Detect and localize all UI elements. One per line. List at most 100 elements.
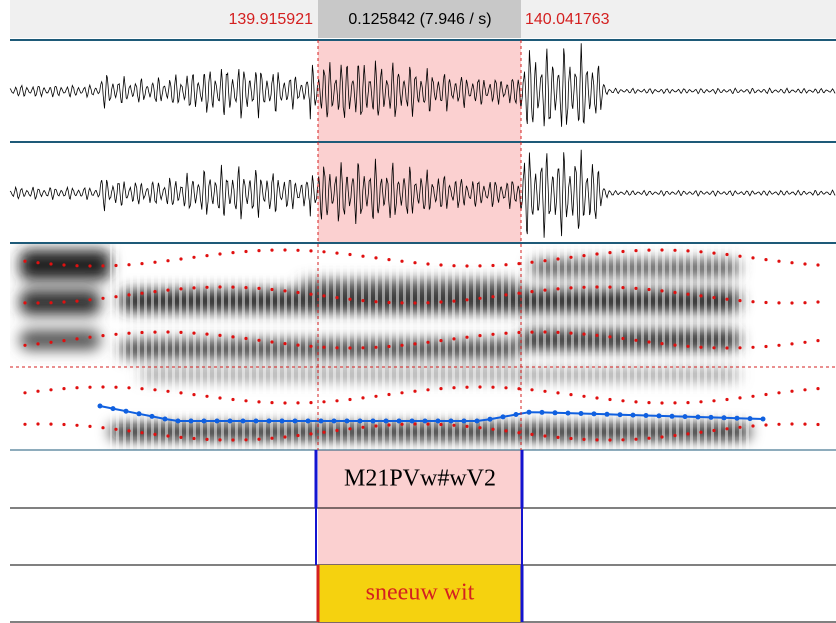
pitch-point bbox=[565, 410, 571, 416]
pitch-point bbox=[747, 416, 753, 422]
formant-dot bbox=[36, 389, 40, 393]
formant-dot bbox=[348, 397, 352, 402]
formant-dot bbox=[322, 430, 326, 434]
formant-dot bbox=[517, 387, 521, 391]
formant-dot bbox=[426, 262, 430, 266]
formant-dot bbox=[192, 331, 196, 335]
formant-dot bbox=[309, 344, 313, 348]
formant-dot bbox=[114, 295, 118, 299]
pitch-point bbox=[253, 418, 259, 424]
formant-dot bbox=[153, 290, 157, 294]
formant-dot bbox=[270, 401, 274, 405]
formant-dot bbox=[751, 300, 755, 304]
formant-dot bbox=[504, 429, 508, 433]
waveform bbox=[9, 43, 836, 127]
formant-dot bbox=[660, 289, 664, 293]
formant-dot bbox=[673, 401, 677, 405]
pitch-point bbox=[214, 418, 220, 424]
formant-dot bbox=[400, 422, 404, 426]
formant-dot bbox=[647, 248, 651, 252]
formant-dot bbox=[348, 297, 352, 301]
formant-dot bbox=[647, 287, 651, 292]
formant-dot bbox=[686, 249, 690, 253]
formant-dot bbox=[777, 301, 781, 305]
selection-duration: 0.125842 (7.946 / s) bbox=[348, 11, 491, 28]
formant-dot bbox=[101, 264, 105, 268]
pitch-point bbox=[201, 418, 207, 424]
formant-dot bbox=[374, 256, 378, 260]
formant-dot bbox=[166, 434, 170, 438]
formant-dot bbox=[777, 391, 781, 395]
formant-dot bbox=[23, 301, 27, 305]
formant-dot bbox=[738, 425, 742, 429]
formant-dot bbox=[413, 342, 417, 346]
formant-dot bbox=[634, 437, 638, 441]
formant-dot bbox=[660, 435, 664, 439]
formant-dot bbox=[62, 422, 66, 427]
pitch-point bbox=[760, 416, 766, 422]
selection-bar[interactable] bbox=[318, 0, 521, 38]
formant-dot bbox=[686, 401, 690, 405]
spectral-band bbox=[20, 290, 100, 315]
formant-dot bbox=[465, 335, 469, 339]
formant-dot bbox=[608, 438, 612, 442]
formant-dot bbox=[452, 264, 456, 268]
formant-dot bbox=[816, 263, 820, 267]
formant-dot bbox=[699, 345, 703, 349]
formant-dot bbox=[426, 388, 430, 392]
formant-dot bbox=[36, 342, 40, 346]
formant-dot bbox=[816, 387, 820, 391]
pitch-point bbox=[396, 418, 402, 424]
formant-dot bbox=[335, 428, 339, 433]
formant-dot bbox=[504, 293, 508, 297]
formant-dot bbox=[569, 286, 573, 290]
formant-dot bbox=[543, 389, 547, 393]
formant-dot bbox=[647, 340, 651, 344]
formant-dot bbox=[205, 394, 209, 398]
formant-dot bbox=[153, 260, 157, 264]
formant-dot bbox=[413, 261, 417, 265]
formant-dot bbox=[153, 432, 157, 436]
formant-dot bbox=[218, 285, 222, 289]
pitch-point bbox=[292, 418, 298, 424]
formant-dot bbox=[322, 400, 326, 404]
formant-dot bbox=[23, 259, 27, 263]
formant-dot bbox=[621, 399, 625, 403]
formant-dot bbox=[257, 286, 261, 290]
formant-dot bbox=[803, 422, 807, 426]
formant-dot bbox=[88, 335, 92, 339]
formant-dot bbox=[621, 249, 625, 254]
formant-dot bbox=[595, 438, 599, 442]
formant-dot bbox=[686, 292, 690, 296]
formant-dot bbox=[478, 385, 482, 389]
pitch-point bbox=[448, 418, 454, 424]
formant-dot bbox=[387, 423, 391, 427]
formant-dot bbox=[348, 252, 352, 257]
formant-dot bbox=[309, 401, 313, 405]
formant-dot bbox=[374, 345, 378, 349]
formant-dot bbox=[777, 422, 781, 426]
formant-dot bbox=[543, 330, 547, 334]
pitch-point bbox=[227, 418, 233, 424]
selected-interval[interactable] bbox=[318, 565, 521, 622]
formant-dot bbox=[153, 330, 157, 334]
cursors bbox=[10, 40, 836, 450]
formant-dot bbox=[452, 299, 456, 303]
formant-dot bbox=[413, 422, 417, 426]
formant-dot bbox=[660, 248, 664, 252]
formant-dot bbox=[569, 255, 573, 259]
formant-dot bbox=[23, 343, 27, 347]
formant-dot bbox=[23, 422, 27, 426]
pitch-point bbox=[383, 418, 389, 424]
formant-dot bbox=[699, 250, 703, 254]
formant-dot bbox=[192, 255, 196, 259]
formant-dot bbox=[491, 332, 495, 336]
formant-dot bbox=[179, 257, 183, 261]
formant-dot bbox=[790, 389, 794, 393]
formant-dot bbox=[257, 249, 261, 253]
formant-dot bbox=[816, 339, 820, 343]
formant-dot bbox=[452, 337, 456, 341]
pitch-point bbox=[695, 414, 701, 420]
pitch-line bbox=[99, 405, 764, 422]
